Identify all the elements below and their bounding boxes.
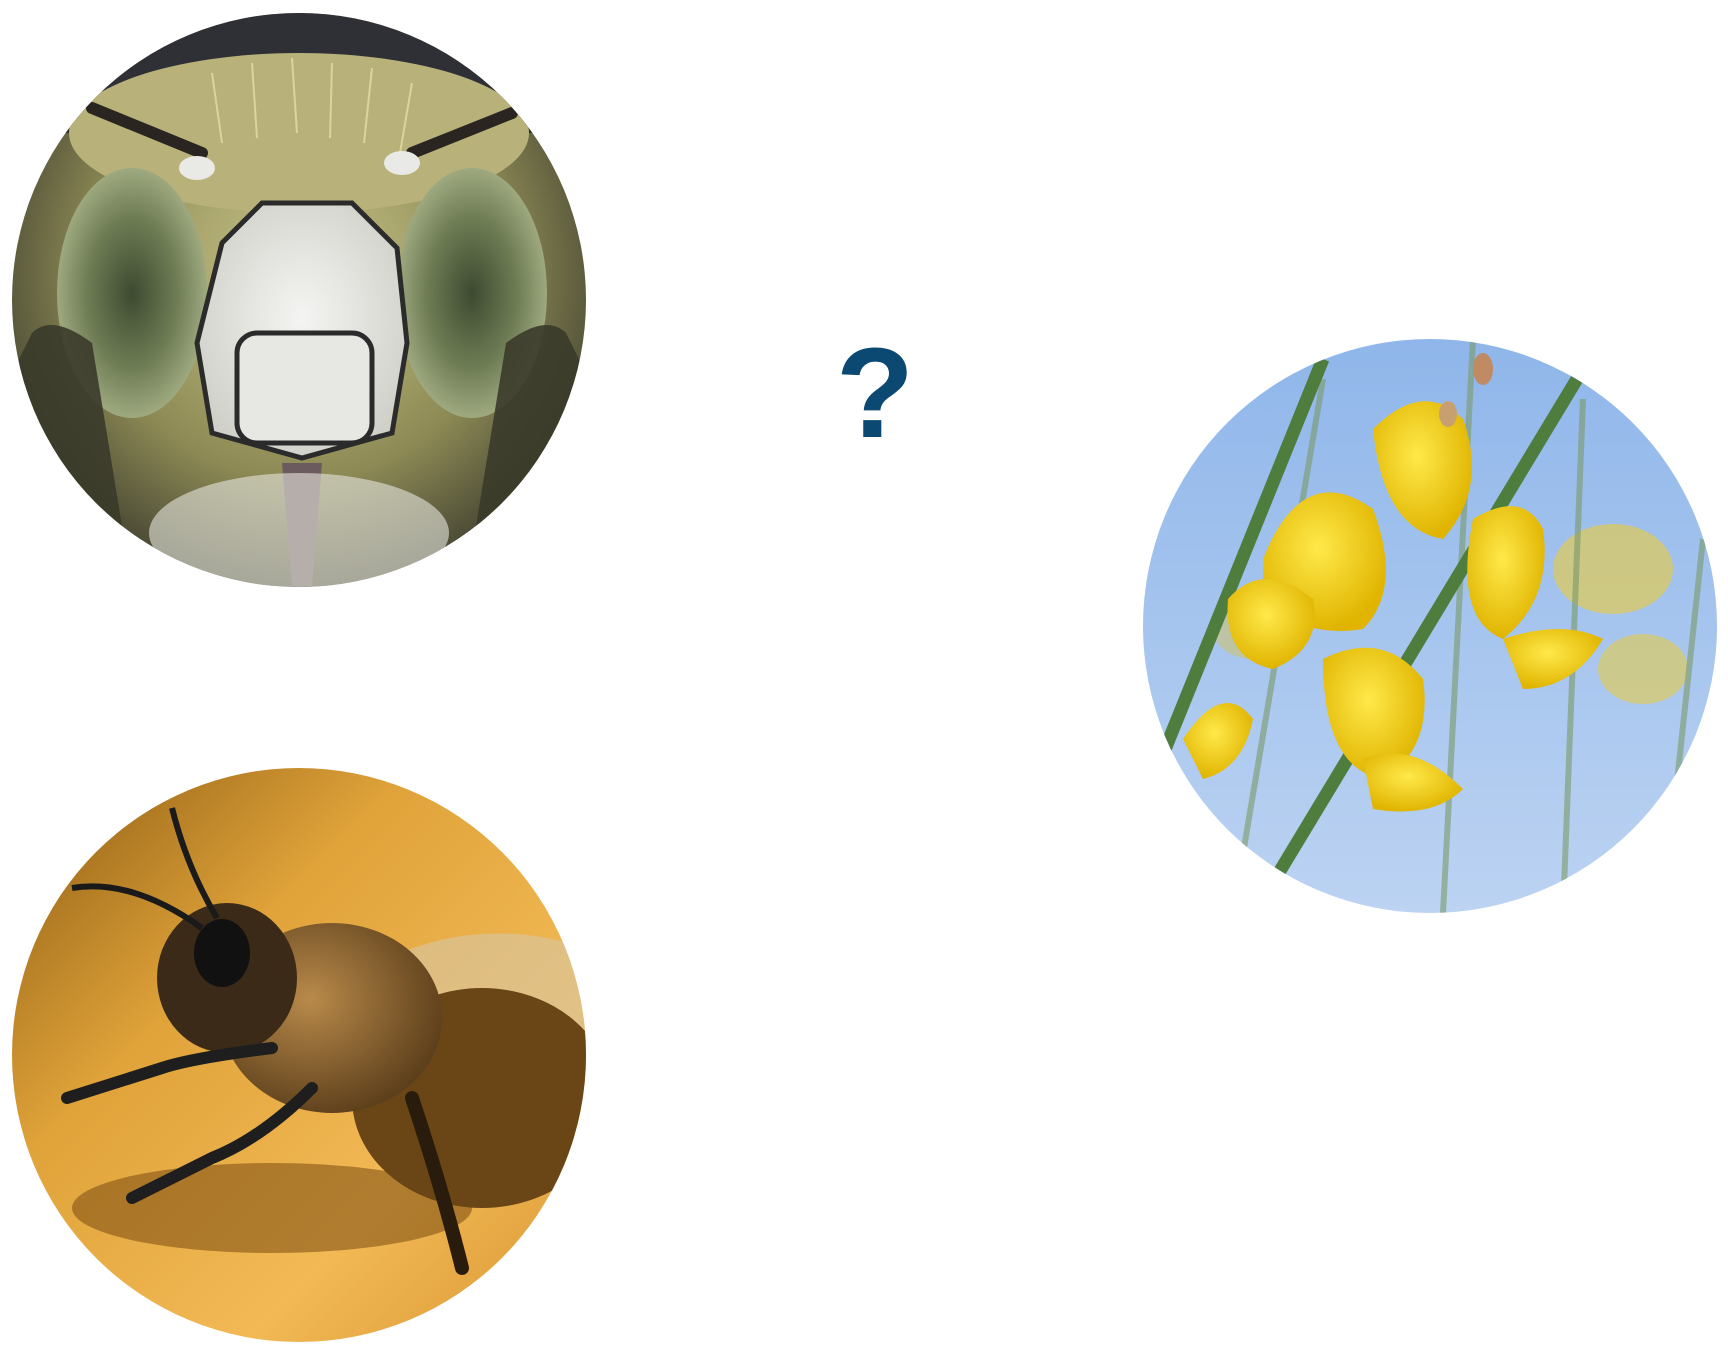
question-mark: ? — [835, 322, 915, 465]
yellow-broom-flowers-photo — [1143, 339, 1717, 913]
bee-face-closeup-photo — [12, 13, 586, 587]
honey-bee-illustration — [12, 768, 586, 1342]
bee-face-illustration — [12, 13, 586, 587]
honey-bee-side-view-photo — [12, 768, 586, 1342]
broom-flowers-illustration — [1143, 339, 1717, 913]
